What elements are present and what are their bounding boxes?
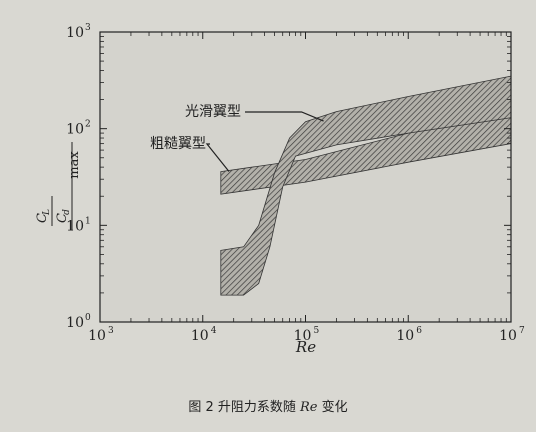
x-axis-label: Re (295, 338, 316, 356)
svg-text:C: C (35, 213, 50, 223)
annotation-leader (245, 111, 324, 122)
x-tick-label: 10 (499, 328, 517, 344)
svg-text:L: L (42, 209, 52, 216)
y-tick-label: 10 (66, 315, 84, 331)
band-0 (220, 75, 511, 296)
x-tick-exponent: 4 (211, 326, 217, 336)
caption-variable: Re (300, 400, 318, 415)
annotation-leader (205, 143, 230, 172)
y-tick-exponent: 3 (85, 23, 91, 33)
x-tick-exponent: 3 (108, 326, 114, 336)
figure-caption: 图 2 升阻力系数随 Re 变化 (0, 396, 536, 415)
band-1 (220, 107, 511, 195)
axis-ticks: 10 3 10 4 10 5 10 6 10 710 010 110 210 3 (66, 23, 525, 344)
x-tick-exponent: 5 (314, 326, 320, 336)
annotation-label: 粗糙翼型 (150, 136, 206, 152)
svg-text:d: d (62, 209, 72, 215)
y-tick-label: 10 (66, 122, 84, 138)
caption-suffix: 变化 (317, 400, 348, 415)
x-tick-label: 10 (396, 328, 414, 344)
y-tick-exponent: 0 (85, 313, 91, 323)
y-tick-exponent: 1 (85, 216, 91, 226)
x-tick-label: 10 (88, 328, 106, 344)
y-axis-label: C L C d max (35, 142, 82, 230)
caption-prefix: 图 2 升阻力系数随 (188, 400, 301, 415)
x-tick-label: 10 (294, 328, 312, 344)
y-tick-label: 10 (66, 25, 84, 41)
svg-text:max: max (67, 151, 82, 179)
y-tick-label: 10 (66, 218, 84, 234)
svg-text:C: C (55, 213, 70, 223)
x-tick-exponent: 6 (416, 326, 422, 336)
x-tick-label: 10 (191, 328, 209, 344)
annotation-label: 光滑翼型 (185, 103, 241, 120)
chart-bands (220, 75, 511, 296)
x-tick-exponent: 7 (519, 326, 525, 336)
y-tick-exponent: 2 (85, 120, 91, 130)
